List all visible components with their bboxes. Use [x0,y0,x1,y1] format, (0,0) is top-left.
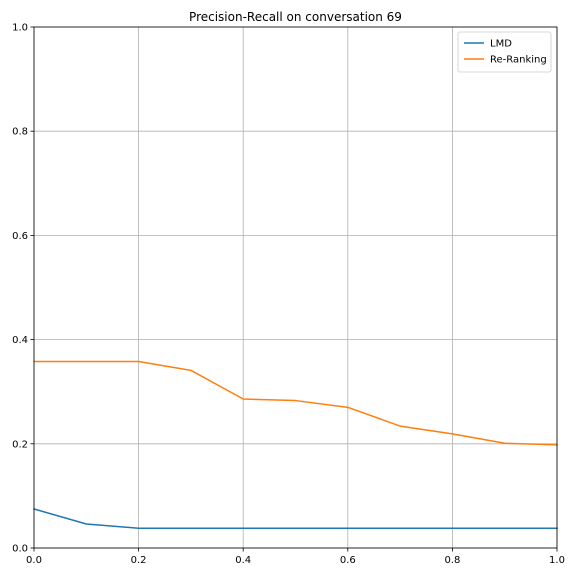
chart-title: Precision-Recall on conversation 69 [189,10,402,24]
y-tick-label: 0.8 [12,127,28,138]
series-line-re-ranking [33,360,558,446]
series-line-lmd [33,508,558,529]
y-tick-label: 1.0 [12,23,28,34]
y-tick-label: 0.6 [12,231,28,242]
y-tick-label: 0.4 [12,335,28,346]
x-tick-label: 1.0 [549,555,565,566]
y-tick-label: 0.2 [12,439,28,450]
x-tick-label: 0.2 [131,555,147,566]
legend-label: Re-Ranking [490,55,547,66]
series-lines [33,360,558,529]
x-tick-label: 0.6 [340,555,356,566]
legend-label: LMD [490,39,512,50]
legend-box [457,31,552,73]
x-tick-label: 0.0 [26,555,42,566]
axis-ticks: 0.0 0.2 0.4 0.6 0.8 1.0 0.0 0.2 0.4 0.6 0.8 1.0 [12,23,565,567]
plot-frame [33,26,558,549]
x-tick-label: 0.8 [444,555,460,566]
y-tick-label: 0.0 [12,544,28,555]
legend: LMD Re-Ranking [457,31,552,73]
x-tick-label: 0.4 [235,555,251,566]
